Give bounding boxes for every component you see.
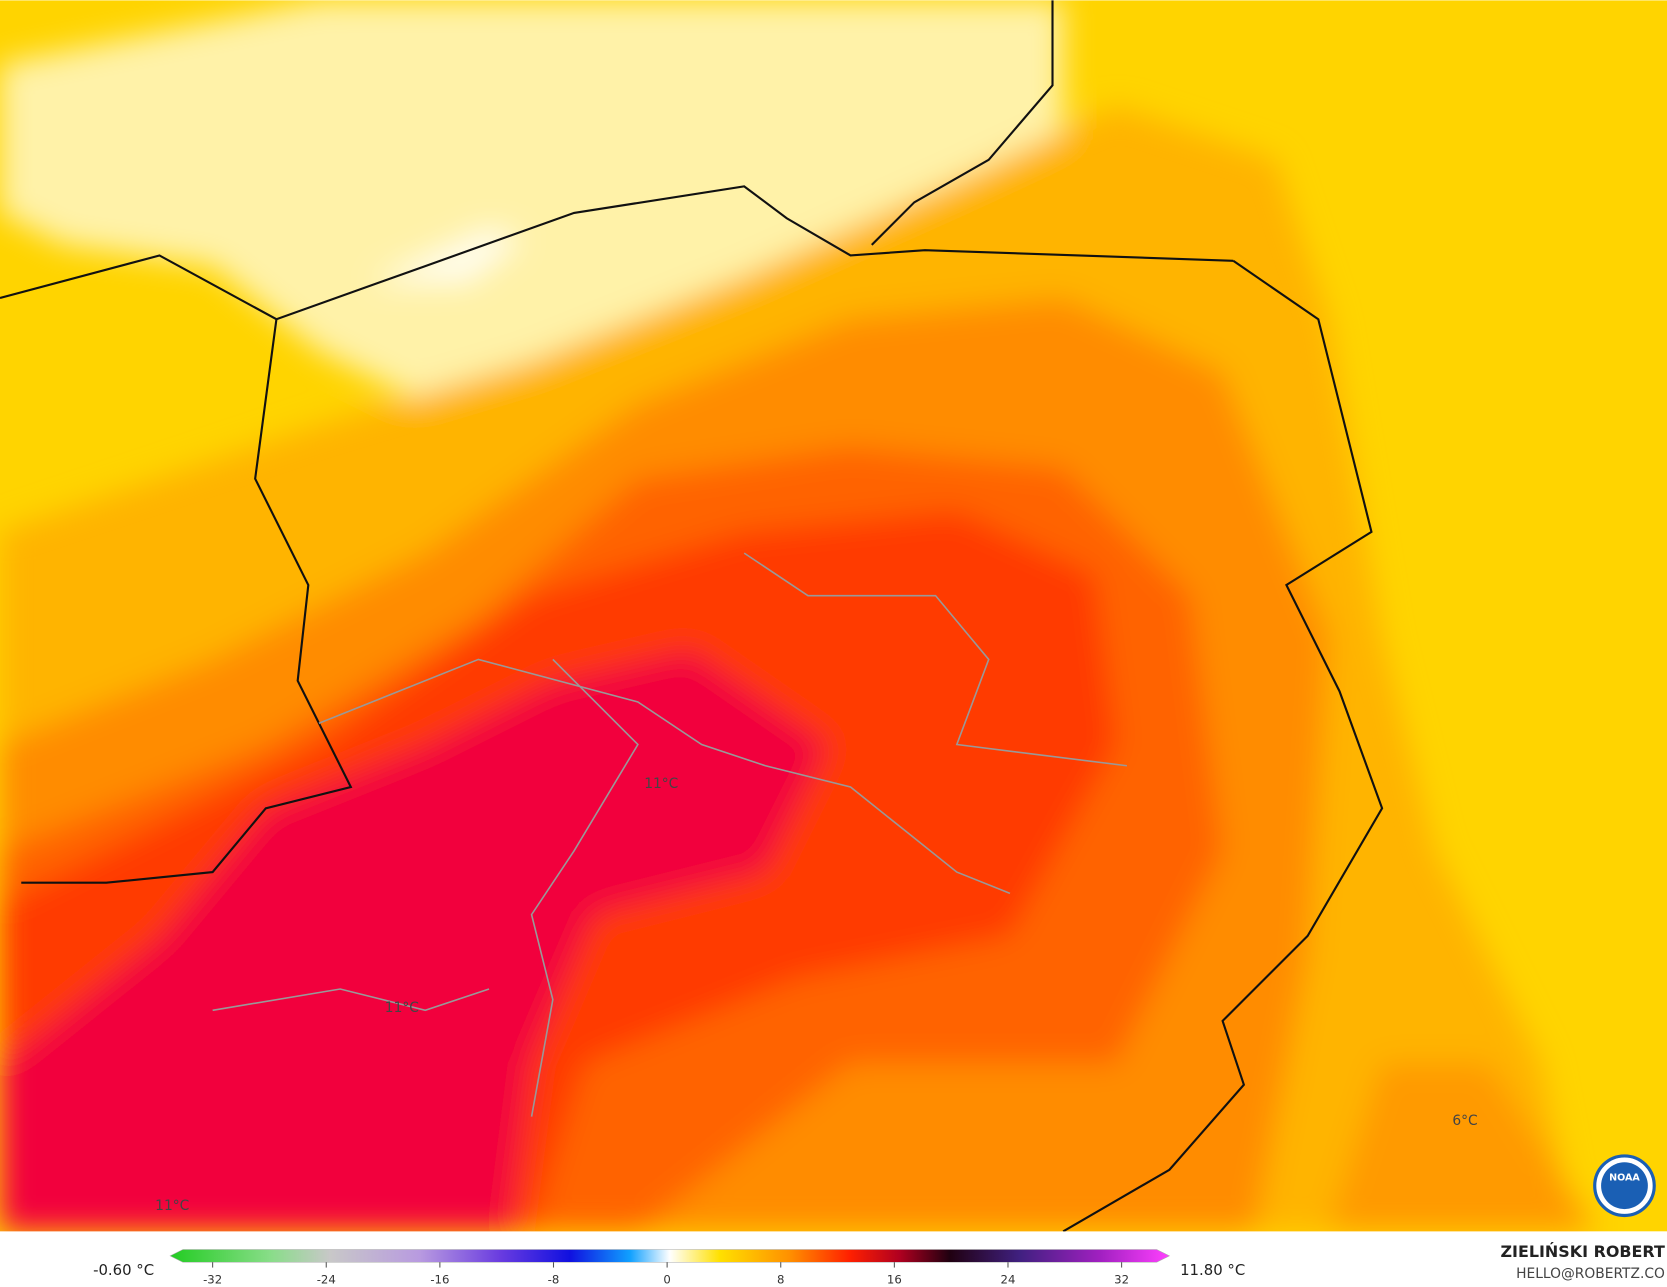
colorbar-tick-label: -32 — [203, 1273, 222, 1287]
colorbar-min: -0.60 °C — [93, 1261, 154, 1279]
colorbar-tick-label: -8 — [548, 1273, 560, 1287]
colorbar-tick-label: 0 — [663, 1273, 670, 1287]
noaa-logo: NOAA — [1593, 1154, 1656, 1218]
map-label: 11°C — [644, 776, 678, 792]
coastline — [0, 0, 1384, 1232]
colorbar-tick-label: 24 — [1001, 1273, 1016, 1287]
map-label: 11°C — [155, 1198, 189, 1214]
temperature-field: 11°C 11°C 11°C 6°C NOAA — [0, 0, 1667, 1232]
colorbar-tick-label: 16 — [887, 1273, 902, 1287]
colorbar: -32 -24 -16 -8 0 8 16 24 32 — [169, 1249, 1171, 1287]
colorbar-tick-label: -24 — [317, 1273, 336, 1287]
colorbar-tick-label: 32 — [1114, 1273, 1129, 1287]
colorbar-max: 11.80 °C — [1180, 1261, 1245, 1279]
contact: HELLO@ROBERTZ.CO — [1516, 1266, 1665, 1282]
map-label: 6°C — [1452, 1113, 1477, 1129]
colorbar-tick-label: 8 — [777, 1273, 784, 1287]
colorbar-tick-label: -16 — [430, 1273, 449, 1287]
borders — [212, 552, 1128, 1117]
map-label: 11°C — [385, 1000, 419, 1016]
author: ZIELIŃSKI ROBERT — [1500, 1242, 1665, 1261]
logo-text: NOAA — [1609, 1172, 1640, 1183]
